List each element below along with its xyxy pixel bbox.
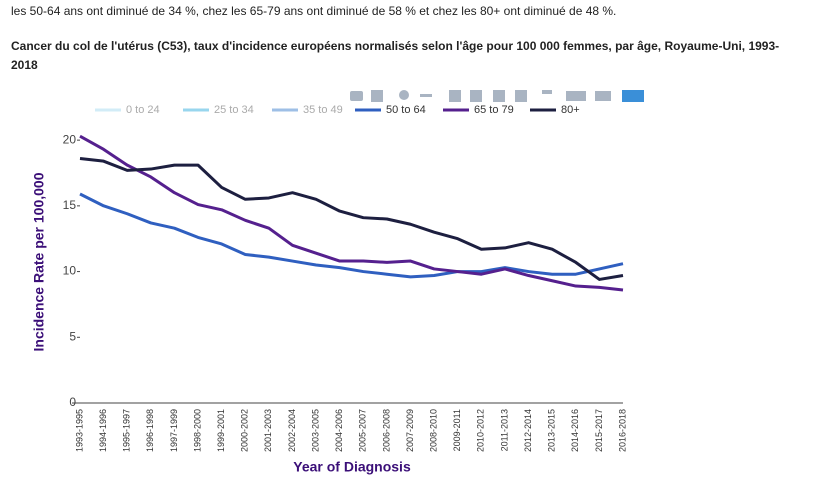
legend-label: 0 to 24 [126, 104, 160, 116]
x-tick-label: 2014-2016 [570, 409, 580, 452]
legend-label: 25 to 34 [214, 104, 254, 116]
y-tick-label: 20 [63, 132, 77, 146]
legend-label: 80+ [561, 104, 580, 116]
zoom-in-icon[interactable] [449, 90, 461, 102]
x-tick-label: 2015-2017 [594, 409, 604, 452]
hover-closest-icon[interactable] [566, 91, 586, 101]
x-tick-label: 1993-1995 [74, 409, 84, 452]
x-tick-label: 2004-2006 [334, 409, 344, 452]
x-tick-label: 2001-2003 [263, 409, 273, 452]
plotly-logo[interactable] [622, 90, 644, 102]
x-tick-label: 2007-2009 [405, 409, 415, 452]
legend-label: 65 to 79 [474, 104, 514, 116]
x-tick-label: 2003-2005 [310, 409, 320, 452]
y-tick-label: 15 [63, 198, 77, 212]
x-tick-label: 1999-2001 [216, 409, 226, 452]
x-tick-label: 2016-2018 [617, 409, 627, 452]
x-tick-label: 2011-2013 [499, 409, 509, 451]
x-tick-label: 1996-1998 [145, 409, 155, 452]
x-axis-label: Year of Diagnosis [293, 459, 411, 475]
hover-compare-icon[interactable] [595, 91, 611, 101]
zoom-icon[interactable] [399, 90, 409, 100]
reset-icon[interactable] [515, 90, 527, 102]
legend-label: 35 to 49 [303, 104, 343, 116]
x-tick-label: 2013-2015 [547, 409, 557, 452]
x-tick-label: 2000-2002 [240, 409, 250, 452]
intro-text: les 50-64 ans ont diminué de 34 %, chez … [11, 4, 617, 18]
y-tick-label: 5 [69, 329, 76, 343]
y-tick-label: 10 [63, 264, 77, 278]
chart-title: Cancer du col de l'utérus (C53), taux d'… [11, 39, 780, 72]
series-line [79, 157, 624, 281]
x-tick-label: 1997-1999 [169, 409, 179, 452]
toolbar[interactable] [350, 90, 644, 102]
autoscale-icon[interactable] [493, 90, 505, 102]
series-line [79, 134, 624, 292]
x-tick-label: 1998-2000 [192, 409, 202, 452]
y-axis-label: Incidence Rate per 100,000 [31, 172, 47, 351]
legend-label: 50 to 64 [386, 104, 426, 116]
x-tick-label: 2005-2007 [358, 409, 368, 452]
x-tick-label: 2006-2008 [381, 409, 391, 452]
x-tick-label: 2008-2010 [429, 409, 439, 452]
series-line [79, 192, 624, 279]
x-tick-label: 2012-2014 [523, 409, 533, 452]
spike-icon[interactable] [542, 90, 552, 94]
x-tick-label: 2010-2012 [476, 409, 486, 452]
pan-icon[interactable] [420, 94, 432, 97]
save-icon[interactable] [371, 90, 383, 102]
x-tick-label: 1995-1997 [122, 409, 132, 452]
x-tick-label: 1994-1996 [98, 409, 108, 452]
y-tick-label: 0 [69, 395, 76, 409]
x-tick-label: 2002-2004 [287, 409, 297, 452]
zoom-out-icon[interactable] [470, 90, 482, 102]
camera-icon[interactable] [350, 91, 363, 101]
x-tick-label: 2009-2011 [452, 409, 462, 451]
